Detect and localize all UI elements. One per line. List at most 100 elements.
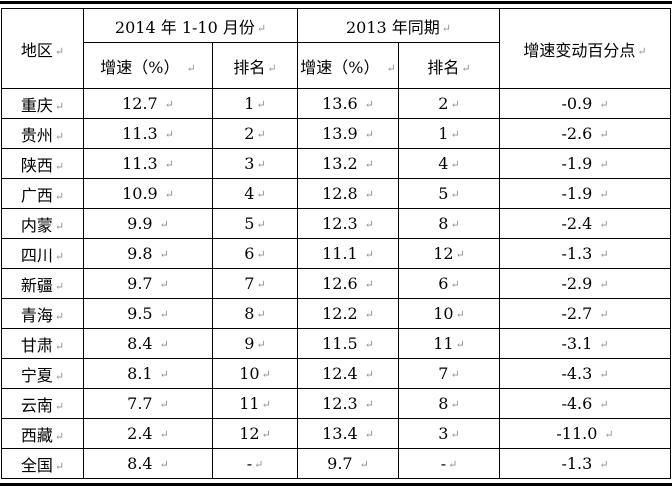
rank-2014-cell-value: 11 bbox=[239, 394, 260, 413]
region-cell: 重庆 ↵ bbox=[1, 88, 84, 119]
region-cell: 内蒙 ↵ bbox=[1, 208, 84, 239]
growth-2013-cell: 12.4 ↵ bbox=[297, 358, 399, 389]
change-cell: -1.9 ↵ bbox=[499, 148, 671, 179]
cell-end-mark: ↵ bbox=[364, 368, 374, 381]
growth-2014-cell-value: 7.7 bbox=[127, 394, 153, 413]
growth-2013-cell-value: 13.2 bbox=[322, 154, 358, 173]
rank-2014-cell: 3 ↵ bbox=[212, 148, 298, 179]
rank-2014-cell: 7 ↵ bbox=[212, 268, 298, 299]
table-row: 四川 ↵ 9.8 ↵ 6 ↵ 11.1 ↵ 12 ↵ -1.3 ↵ bbox=[1, 238, 671, 269]
change-cell: -1.3 ↵ bbox=[499, 448, 671, 479]
rank-2014-cell: 8 ↵ bbox=[212, 298, 298, 329]
header-change: 增速变动百分点 ↵ bbox=[499, 8, 671, 89]
region-cell: 云南 ↵ bbox=[1, 388, 84, 419]
cell-end-mark: ↵ bbox=[54, 189, 65, 203]
table-row: 新疆 ↵ 9.7 ↵ 7 ↵ 12.6 ↵ 6 ↵ -2.9 ↵ bbox=[1, 268, 671, 299]
table-row: 广西 ↵ 10.9 ↵ 4 ↵ 12.8 ↵ 5 ↵ -1.9 ↵ bbox=[1, 178, 671, 209]
growth-2014-cell-value: 8.4 bbox=[127, 334, 153, 353]
cell-end-mark: ↵ bbox=[599, 278, 609, 291]
cell-end-mark: ↵ bbox=[254, 458, 264, 471]
change-cell: -2.6 ↵ bbox=[499, 118, 671, 149]
cell-end-mark: ↵ bbox=[599, 248, 609, 261]
rank-2014-cell-value: 2 bbox=[244, 124, 255, 143]
rank-2013-cell: - ↵ bbox=[398, 448, 500, 479]
change-cell-value: -4.3 bbox=[561, 364, 593, 383]
table-row: 重庆 ↵ 12.7 ↵ 1 ↵ 13.6 ↵ 2 ↵ -0.9 ↵ bbox=[1, 88, 671, 119]
change-cell: -4.3 ↵ bbox=[499, 358, 671, 389]
cell-end-mark: ↵ bbox=[637, 44, 647, 58]
region-cell-value: 重庆 bbox=[20, 95, 53, 115]
growth-2014-cell: 2.4 ↵ bbox=[83, 418, 213, 449]
growth-2013-cell-value: 12.6 bbox=[322, 274, 358, 293]
cell-end-mark: ↵ bbox=[364, 308, 374, 321]
cell-end-mark: ↵ bbox=[159, 248, 169, 261]
region-cell: 广西 ↵ bbox=[1, 178, 84, 209]
header-period-2014: 2014 年 1-10 月份 ↵ bbox=[83, 8, 298, 43]
cell-end-mark: ↵ bbox=[164, 188, 174, 201]
region-cell-value: 甘肃 bbox=[20, 335, 53, 355]
cell-end-mark: ↵ bbox=[256, 308, 266, 321]
region-cell-value: 青海 bbox=[20, 305, 53, 325]
rank-2014-cell-value: 7 bbox=[244, 274, 255, 293]
region-cell-value: 内蒙 bbox=[20, 215, 53, 235]
rank-2013-cell: 7 ↵ bbox=[398, 358, 500, 389]
table-row: 贵州 ↵ 11.3 ↵ 2 ↵ 13.9 ↵ 1 ↵ -2.6 ↵ bbox=[1, 118, 671, 149]
change-cell-value: -11.0 bbox=[556, 424, 598, 443]
growth-2014-cell: 8.4 ↵ bbox=[83, 328, 213, 359]
region-cell: 西藏 ↵ bbox=[1, 418, 84, 449]
region-cell: 贵州 ↵ bbox=[1, 118, 84, 149]
cell-end-mark: ↵ bbox=[599, 458, 609, 471]
rank-2013-cell-value: 8 bbox=[438, 214, 449, 233]
rank-2013-cell-value: 12 bbox=[433, 244, 454, 263]
rank-2013-cell: 11 ↵ bbox=[398, 328, 500, 359]
change-cell-value: -1.9 bbox=[561, 154, 593, 173]
header-period-2013-label: 2013 年同期 bbox=[345, 17, 440, 37]
cell-end-mark: ↵ bbox=[159, 458, 169, 471]
cell-end-mark: ↵ bbox=[256, 278, 266, 291]
rank-2013-cell: 6 ↵ bbox=[398, 268, 500, 299]
cell-end-mark: ↵ bbox=[599, 368, 609, 381]
rank-2014-cell: 2 ↵ bbox=[212, 118, 298, 149]
growth-2014-cell-value: 2.4 bbox=[127, 424, 153, 443]
cell-end-mark: ↵ bbox=[54, 129, 65, 143]
header-growth-2013-label: 增速（%） bbox=[300, 57, 380, 77]
header-region: 地区 ↵ bbox=[1, 8, 84, 89]
cell-end-mark: ↵ bbox=[54, 279, 65, 293]
cell-end-mark: ↵ bbox=[455, 308, 465, 321]
table-row: 甘肃 ↵ 8.4 ↵ 9 ↵ 11.5 ↵ 11 ↵ -3.1 ↵ bbox=[1, 328, 671, 359]
change-cell-value: -2.9 bbox=[561, 274, 593, 293]
cell-end-mark: ↵ bbox=[359, 458, 369, 471]
growth-2014-cell-value: 8.1 bbox=[127, 364, 153, 383]
cell-end-mark: ↵ bbox=[450, 188, 460, 201]
cell-end-mark: ↵ bbox=[261, 368, 271, 381]
cell-end-mark: ↵ bbox=[256, 158, 266, 171]
change-cell-value: -0.9 bbox=[561, 94, 593, 113]
cell-end-mark: ↵ bbox=[186, 61, 196, 75]
growth-2013-cell: 9.7 ↵ bbox=[297, 448, 399, 479]
rank-2014-cell: 5 ↵ bbox=[212, 208, 298, 239]
cell-end-mark: ↵ bbox=[256, 21, 267, 35]
rank-2013-cell: 3 ↵ bbox=[398, 418, 500, 449]
growth-2014-cell: 7.7 ↵ bbox=[83, 388, 213, 419]
region-cell-value: 广西 bbox=[20, 185, 53, 205]
table-row: 内蒙 ↵ 9.9 ↵ 5 ↵ 12.3 ↵ 8 ↵ -2.4 ↵ bbox=[1, 208, 671, 239]
rank-2014-cell-value: 1 bbox=[244, 94, 255, 113]
cell-end-mark: ↵ bbox=[604, 428, 614, 441]
cell-end-mark: ↵ bbox=[54, 159, 65, 173]
cell-end-mark: ↵ bbox=[261, 428, 271, 441]
growth-2013-cell: 12.6 ↵ bbox=[297, 268, 399, 299]
cell-end-mark: ↵ bbox=[364, 338, 374, 351]
cell-end-mark: ↵ bbox=[256, 128, 266, 141]
change-cell-value: -1.9 bbox=[561, 184, 593, 203]
cell-end-mark: ↵ bbox=[54, 99, 65, 113]
rank-2013-cell: 1 ↵ bbox=[398, 118, 500, 149]
cell-end-mark: ↵ bbox=[159, 428, 169, 441]
region-cell-value: 宁夏 bbox=[20, 365, 53, 385]
cell-end-mark: ↵ bbox=[256, 98, 266, 111]
growth-2014-cell: 9.8 ↵ bbox=[83, 238, 213, 269]
cell-end-mark: ↵ bbox=[455, 338, 465, 351]
rank-2013-cell-value: 7 bbox=[438, 364, 449, 383]
growth-2013-cell: 12.8 ↵ bbox=[297, 178, 399, 209]
cell-end-mark: ↵ bbox=[164, 128, 174, 141]
